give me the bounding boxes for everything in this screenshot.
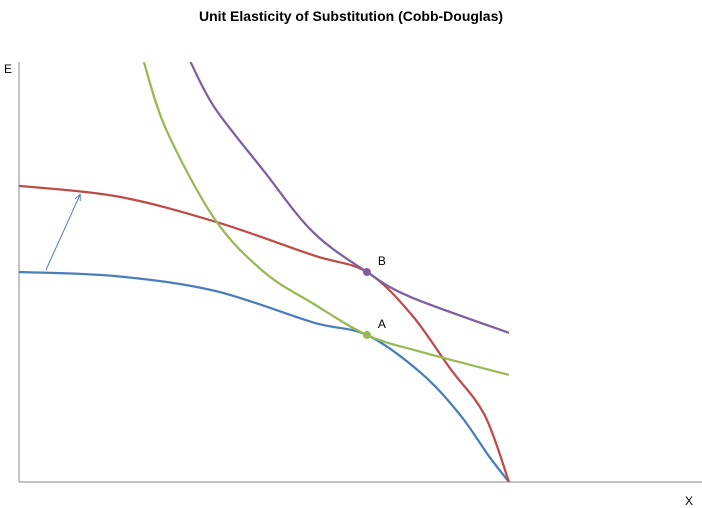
point-label-a: A: [378, 317, 386, 331]
chart-title: Unit Elasticity of Substitution (Cobb-Do…: [199, 8, 503, 24]
series-line-ppf-expanded: [19, 184, 511, 482]
x-axis-label: X: [685, 494, 693, 508]
series-line-isoquant-high: [189, 62, 510, 334]
series-line-isoquant-low: [142, 62, 510, 376]
series-line-ppf-initial: [19, 270, 510, 482]
marks-layer: AB: [45, 194, 386, 339]
point-marker-a: [362, 331, 371, 339]
series-layer: [19, 62, 511, 482]
y-axis-label: E: [4, 62, 12, 76]
shift-arrow: [45, 194, 80, 271]
point-marker-b: [362, 268, 371, 276]
point-label-b: B: [378, 254, 386, 268]
